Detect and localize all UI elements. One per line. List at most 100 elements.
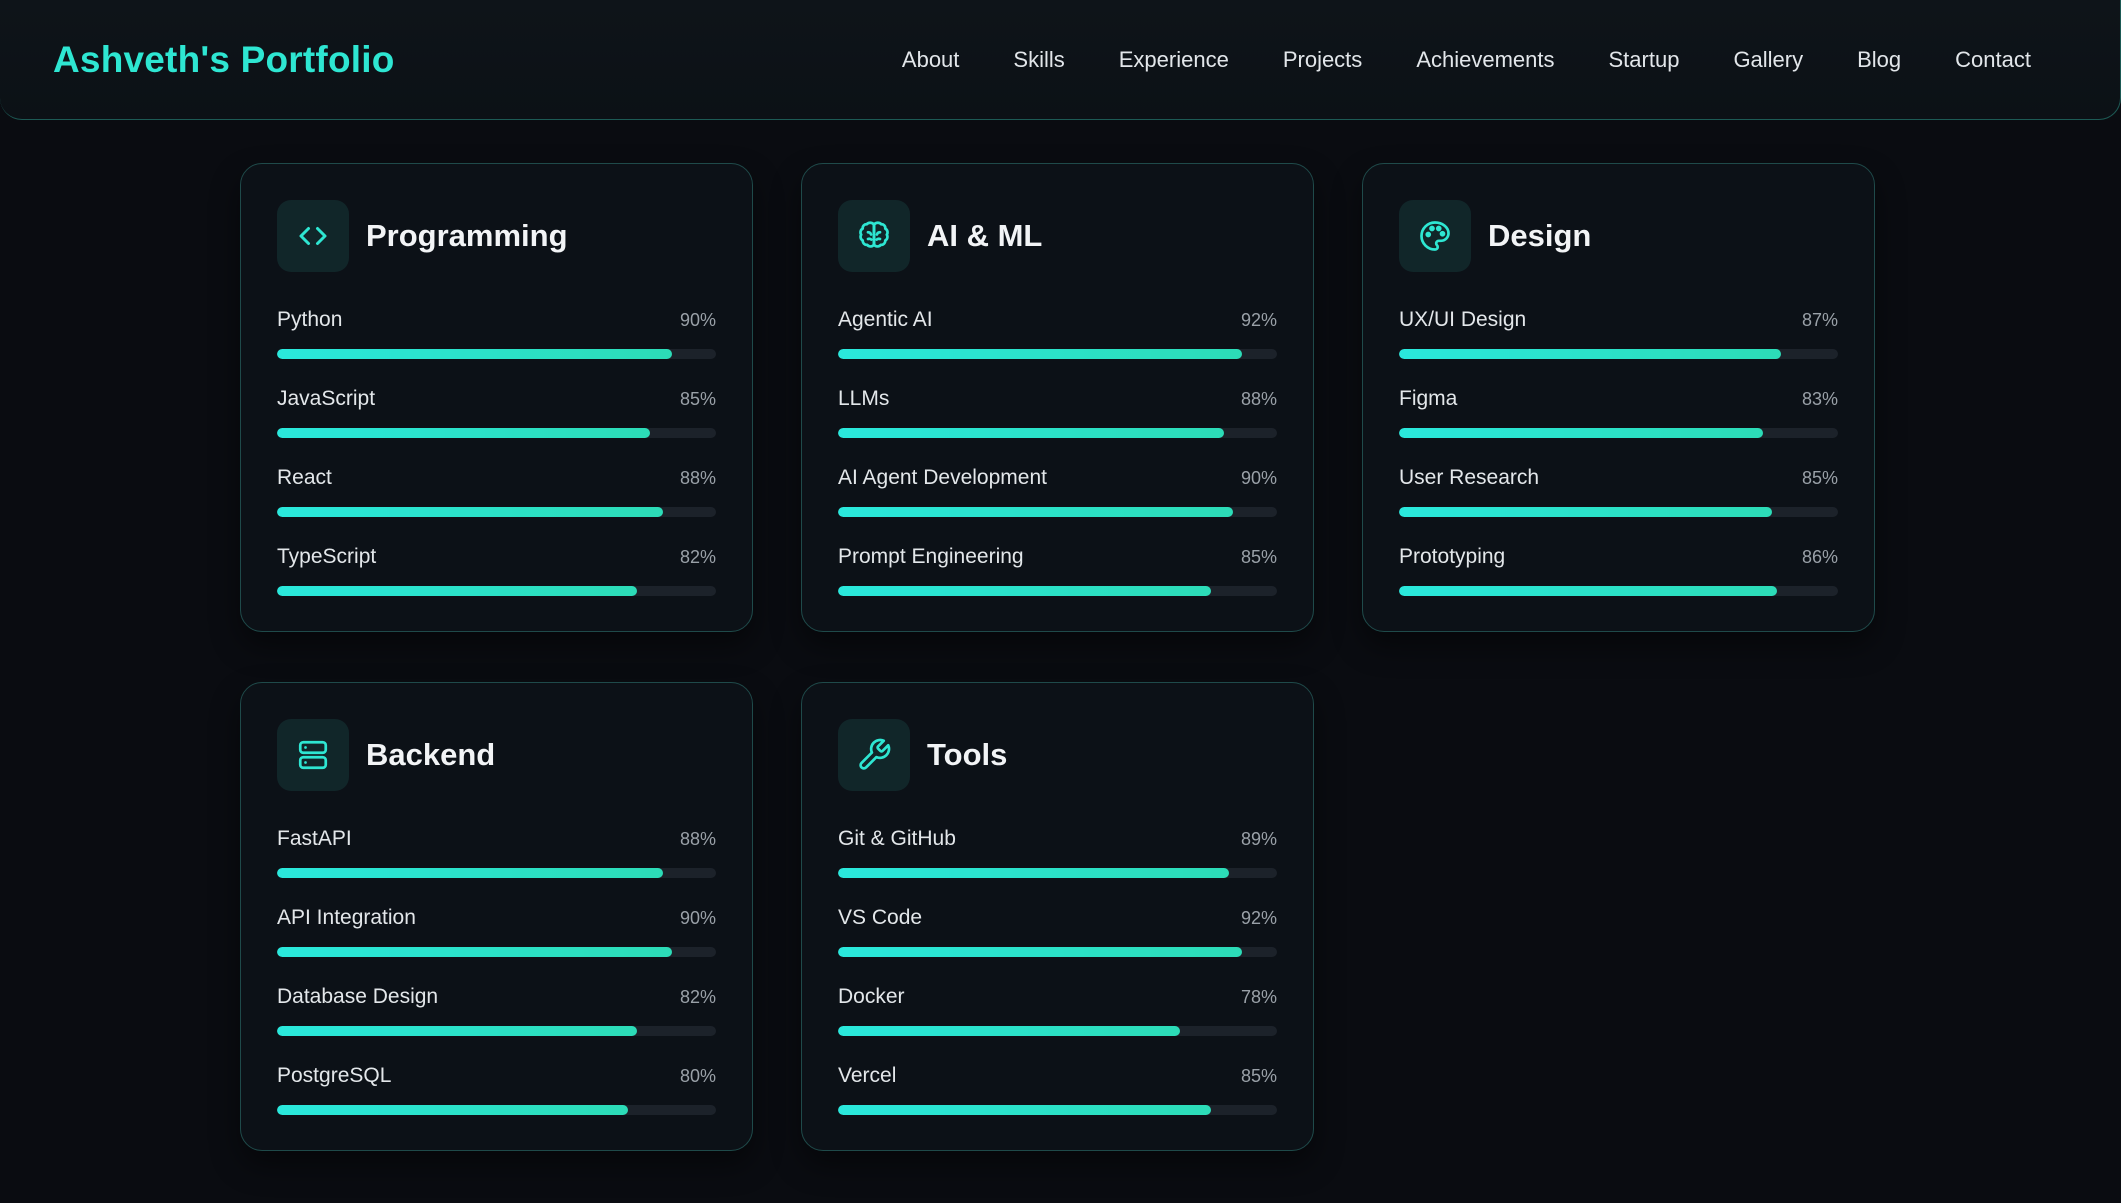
code-icon	[277, 200, 349, 272]
skill-name: Database Design	[277, 985, 439, 1008]
progress-track	[838, 507, 1277, 517]
skill-name: LLMs	[838, 387, 890, 410]
progress-fill	[277, 947, 673, 957]
skill-name: JavaScript	[277, 387, 376, 410]
progress-fill	[277, 586, 637, 596]
skill-name: Git & GitHub	[838, 827, 956, 850]
progress-track	[838, 349, 1277, 359]
skill-item: LLMs 88%	[838, 387, 1277, 438]
skill-percent: 88%	[679, 829, 716, 849]
skill-item: Prototyping 86%	[1399, 545, 1838, 596]
progress-fill	[838, 1105, 1212, 1115]
progress-track	[277, 1105, 716, 1115]
skill-item: AI Agent Development 90%	[838, 466, 1277, 517]
skill-percent: 88%	[1240, 389, 1277, 409]
skill-item: Docker 78%	[838, 985, 1277, 1036]
navbar: Ashveth's Portfolio About Skills Experie…	[0, 0, 2121, 120]
skill-item: VS Code 92%	[838, 906, 1277, 957]
progress-track	[277, 428, 716, 438]
nav-link-contact[interactable]: Contact	[1955, 46, 2031, 72]
progress-track	[1399, 349, 1838, 359]
progress-track	[1399, 507, 1838, 517]
skill-percent: 83%	[1801, 389, 1838, 409]
progress-fill	[838, 868, 1229, 878]
progress-track	[838, 428, 1277, 438]
skill-percent: 85%	[1801, 468, 1838, 488]
progress-fill	[1399, 586, 1777, 596]
card-title: Programming	[366, 218, 568, 253]
palette-icon	[1399, 200, 1471, 272]
skill-percent: 82%	[679, 547, 716, 567]
skill-percent: 90%	[1240, 468, 1277, 488]
progress-fill	[277, 349, 673, 359]
skill-name: API Integration	[277, 906, 416, 929]
skill-card-programming: Programming Python 90% JavaScript 85% Re…	[240, 163, 753, 632]
nav-links: About Skills Experience Projects Achieve…	[902, 47, 2031, 73]
skill-name: VS Code	[838, 906, 923, 929]
progress-fill	[1399, 349, 1781, 359]
skill-name: FastAPI	[277, 827, 352, 850]
skill-name: AI Agent Development	[838, 466, 1047, 489]
server-icon	[277, 719, 349, 791]
skill-item: PostgreSQL 80%	[277, 1064, 716, 1115]
skill-item: React 88%	[277, 466, 716, 517]
progress-fill	[838, 947, 1242, 957]
nav-link-achievements[interactable]: Achievements	[1416, 46, 1555, 72]
nav-link-gallery[interactable]: Gallery	[1733, 46, 1804, 72]
card-title: AI & ML	[927, 218, 1043, 253]
skill-item: Python 90%	[277, 308, 716, 359]
skill-percent: 87%	[1801, 310, 1838, 330]
skill-percent: 85%	[1240, 1066, 1277, 1086]
progress-track	[838, 1105, 1277, 1115]
skill-card-backend: Backend FastAPI 88% API Integration 90% …	[240, 682, 753, 1151]
skill-name: React	[277, 466, 332, 489]
progress-fill	[1399, 507, 1773, 517]
nav-link-startup[interactable]: Startup	[1608, 46, 1680, 72]
progress-track	[1399, 586, 1838, 596]
progress-fill	[838, 586, 1212, 596]
skills-grid: Programming Python 90% JavaScript 85% Re…	[240, 163, 1875, 1151]
progress-fill	[277, 1105, 629, 1115]
skill-percent: 90%	[679, 908, 716, 928]
skill-name: PostgreSQL	[277, 1064, 392, 1087]
skill-percent: 88%	[679, 468, 716, 488]
skill-item: Database Design 82%	[277, 985, 716, 1036]
skill-name: UX/UI Design	[1399, 308, 1527, 331]
progress-track	[838, 1026, 1277, 1036]
progress-track	[838, 947, 1277, 957]
skill-name: User Research	[1399, 466, 1540, 489]
progress-track	[1399, 428, 1838, 438]
progress-fill	[838, 1026, 1181, 1036]
skill-percent: 80%	[679, 1066, 716, 1086]
skill-item: API Integration 90%	[277, 906, 716, 957]
progress-fill	[277, 428, 651, 438]
skill-name: Prompt Engineering	[838, 545, 1024, 568]
nav-link-projects[interactable]: Projects	[1282, 46, 1363, 72]
skill-name: Figma	[1399, 387, 1458, 410]
skill-item: Figma 83%	[1399, 387, 1838, 438]
progress-track	[277, 868, 716, 878]
progress-track	[838, 868, 1277, 878]
skill-card-design: Design UX/UI Design 87% Figma 83% User R…	[1362, 163, 1875, 632]
wrench-icon	[838, 719, 910, 791]
progress-fill	[277, 507, 664, 517]
skill-item: Vercel 85%	[838, 1064, 1277, 1115]
progress-fill	[838, 349, 1242, 359]
skill-percent: 92%	[1240, 908, 1277, 928]
skill-item: TypeScript 82%	[277, 545, 716, 596]
nav-link-skills[interactable]: Skills	[1013, 46, 1065, 72]
skill-percent: 90%	[679, 310, 716, 330]
nav-link-blog[interactable]: Blog	[1857, 46, 1902, 72]
skill-percent: 78%	[1240, 987, 1277, 1007]
card-title: Tools	[927, 737, 1008, 772]
skill-name: Prototyping	[1399, 545, 1506, 568]
nav-link-experience[interactable]: Experience	[1118, 46, 1229, 72]
skill-card-ai-ml: AI & ML Agentic AI 92% LLMs 88% AI Agent…	[801, 163, 1314, 632]
nav-link-about[interactable]: About	[901, 46, 960, 72]
progress-track	[838, 586, 1277, 596]
progress-fill	[277, 868, 664, 878]
brand-logo[interactable]: Ashveth's Portfolio	[53, 38, 395, 80]
skill-item: Prompt Engineering 85%	[838, 545, 1277, 596]
skill-name: Docker	[838, 985, 905, 1008]
progress-track	[277, 1026, 716, 1036]
